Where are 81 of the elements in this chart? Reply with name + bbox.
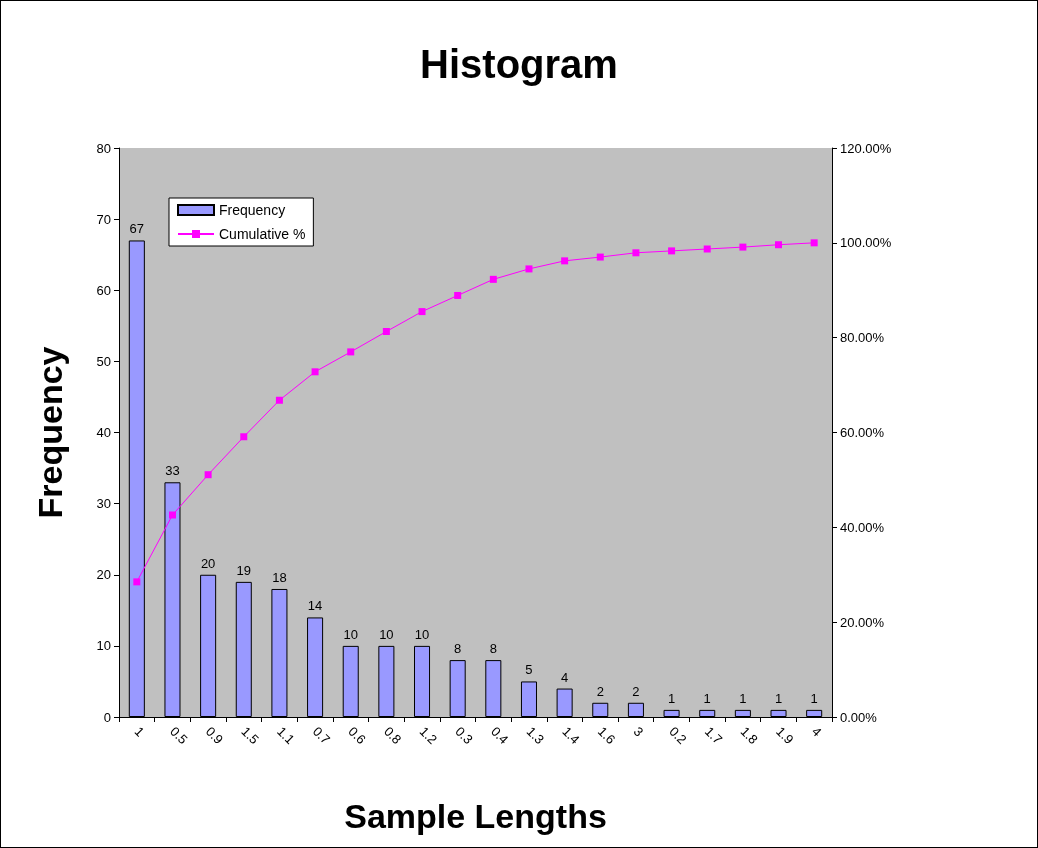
x-tick-label: 0.2 (666, 723, 690, 748)
data-label: 1 (739, 690, 747, 706)
data-label: 4 (561, 669, 569, 685)
point (275, 396, 283, 404)
x-tick-label: 1.4 (559, 723, 583, 748)
point (810, 239, 818, 247)
data-label: 67 (129, 221, 145, 237)
x-tick-label: 1.5 (238, 723, 262, 748)
point (703, 245, 711, 253)
point (668, 247, 676, 255)
y-tick-label: 70 (96, 211, 111, 227)
y2-tick-label: 40.00% (840, 519, 885, 535)
data-label: 1 (667, 690, 676, 706)
x-tick-label: 1.9 (773, 723, 797, 748)
x-tick-label: 0.5 (167, 723, 191, 748)
y-tick-label: 20 (96, 567, 111, 583)
point (739, 243, 747, 251)
x-tick-label: 1 (131, 723, 148, 740)
data-label: 2 (632, 683, 640, 699)
data-label: 8 (454, 641, 462, 657)
data-label: 5 (525, 662, 533, 678)
data-label: 33 (165, 463, 180, 479)
point (489, 275, 497, 283)
y-tick-label: 0 (103, 709, 111, 725)
x-tick-label: 0.8 (381, 723, 405, 748)
x-tick-label: 1.7 (701, 723, 726, 748)
data-label: 1 (703, 690, 711, 706)
legend-label: Frequency (219, 202, 286, 218)
x-tick-label: 0.7 (309, 723, 334, 748)
x-tick-label: 1.6 (594, 723, 619, 748)
point (133, 578, 141, 586)
data-label: 1 (810, 690, 818, 706)
data-label: 10 (379, 626, 394, 642)
point (347, 348, 355, 356)
point (204, 471, 212, 479)
data-label: 2 (596, 683, 604, 699)
legend-label: Cumulative % (219, 226, 306, 242)
point (240, 433, 248, 441)
point (525, 265, 533, 273)
y2-tick-label: 80.00% (840, 330, 885, 346)
data-label: 10 (414, 626, 430, 642)
y-tick-label: 80 (96, 140, 111, 156)
x-tick-label: 0.3 (452, 723, 476, 748)
point (596, 253, 604, 261)
x-tick-label: 1.2 (416, 723, 441, 748)
point (454, 291, 462, 299)
y2-tick-label: 20.00% (840, 614, 885, 630)
y2-tick-label: 60.00% (840, 425, 885, 440)
x-axis-title: Sample Lengths (344, 797, 607, 835)
x-tick-label: 1.3 (523, 723, 548, 748)
data-label: 1 (774, 690, 783, 706)
point (168, 511, 176, 519)
data-label: 8 (489, 641, 497, 657)
y-axis-title: Frequency (31, 346, 69, 519)
x-tick-label: 1.1 (274, 723, 298, 748)
data-label: 18 (272, 569, 287, 585)
x-tick-label: 1.8 (737, 723, 761, 748)
point (561, 257, 569, 265)
chart-title: Histogram (420, 42, 618, 86)
x-tick-label: 3 (630, 723, 647, 740)
point (632, 249, 640, 257)
y-tick-label: 10 (96, 638, 111, 654)
x-tick-label: 0.4 (488, 723, 512, 748)
point (311, 368, 319, 376)
y2-tick-label: 120.00% (840, 140, 892, 156)
y-tick-label: 40 (96, 425, 111, 440)
point (418, 308, 426, 316)
data-label: 20 (200, 555, 216, 571)
y-tick-label: 30 (96, 496, 111, 512)
point (775, 241, 783, 249)
y-tick-label: 50 (96, 353, 111, 369)
data-label: 14 (307, 598, 323, 614)
point (382, 328, 390, 335)
y2-tick-label: 100.00% (840, 235, 892, 251)
data-label: 10 (343, 626, 358, 642)
x-tick-label: 0.9 (202, 723, 227, 748)
y-tick-label: 60 (96, 282, 111, 298)
data-label: 19 (236, 562, 252, 578)
x-tick-label: 4 (808, 723, 825, 740)
y2-tick-label: 0.00% (840, 709, 878, 725)
x-tick-label: 0.6 (345, 723, 369, 748)
